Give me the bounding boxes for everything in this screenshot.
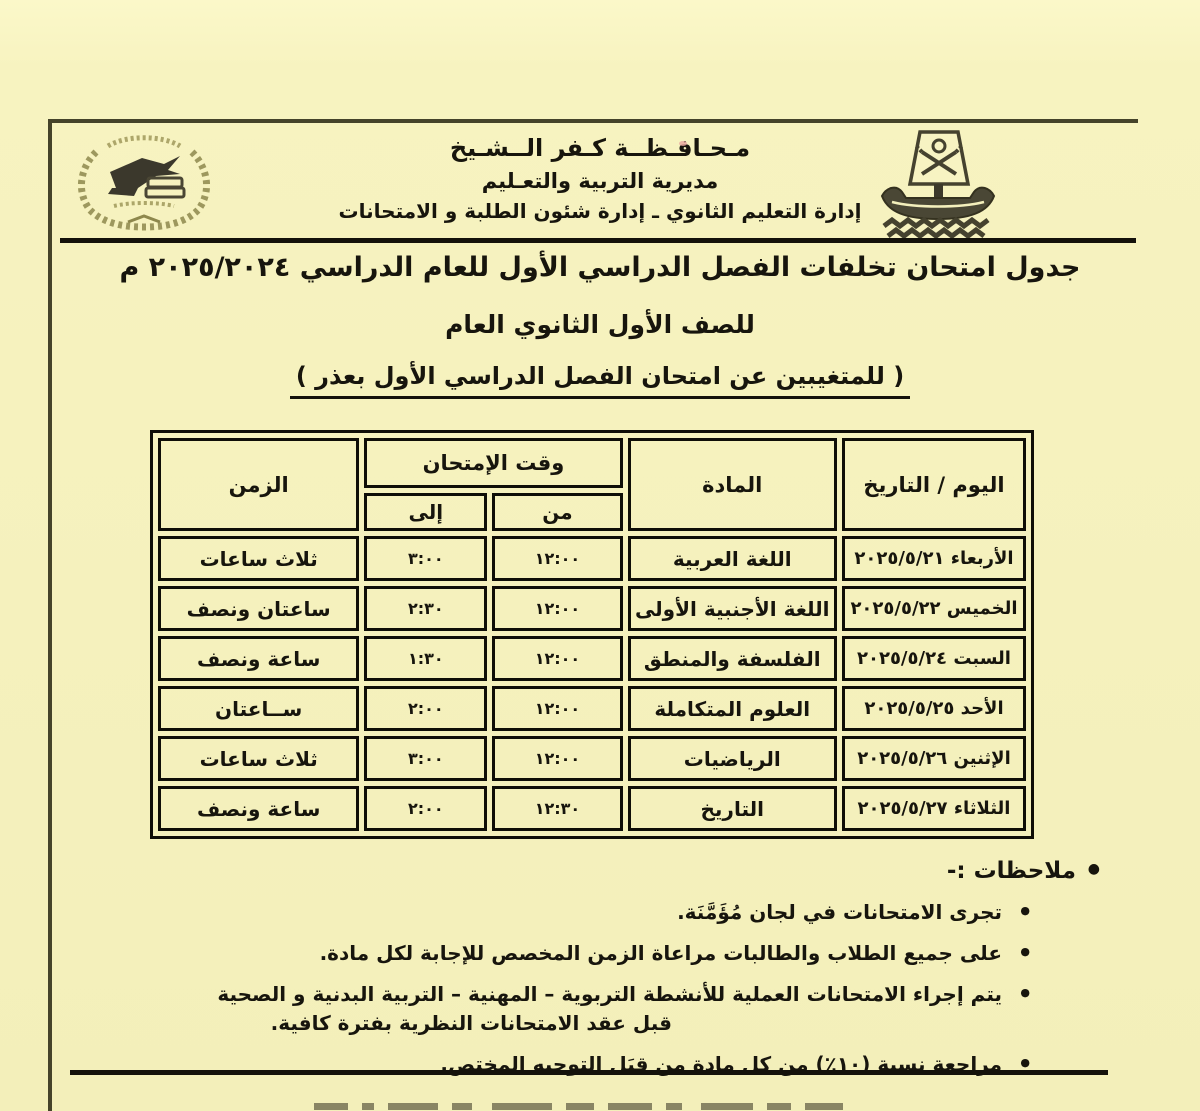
cell-to: ٣:٠٠ [364,536,488,581]
cell-duration: ســاعتان [158,686,360,731]
header-to: إلى [364,493,488,531]
scan-artifact-speck [679,141,687,146]
cell-subject: اللغة العربية [627,536,837,581]
table-row: الإثنين ٢٠٢٥/٥/٢٦ الرياضيات ١٢:٠٠ ٣:٠٠ ث… [158,736,1026,781]
cell-from: ١٢:٠٠ [492,636,623,681]
note-item: يتم إجراء الامتحانات العملية للأنشطة الت… [150,980,1032,1038]
cut-off-text-fragment [300,1103,1020,1111]
notes-list: تجرى الامتحانات في لجان مُؤَمَّنَة. على … [150,898,1032,1079]
cell-duration: ثلاث ساعات [158,536,360,581]
cell-to: ٢:٠٠ [364,686,488,731]
cell-from: ١٢:٠٠ [492,736,623,781]
cell-day-date: الإثنين ٢٠٢٥/٥/٢٦ [841,736,1026,781]
cell-day-date: الأربعاء ٢٠٢٥/٥/٢١ [841,536,1026,581]
administration-name: إدارة التعليم الثانوي ـ إدارة شئون الطلب… [338,199,862,223]
bottom-rule-line [70,1070,1108,1075]
frame-left-line [48,119,52,1111]
table-row: الأربعاء ٢٠٢٥/٥/٢١ اللغة العربية ١٢:٠٠ ٣… [158,536,1026,581]
note-item: تجرى الامتحانات في لجان مُؤَمَّنَة. [150,898,1032,927]
header-org-block: مـحـافـظــة كـفر الــشـيخ مديرية التربية… [250,134,950,223]
header-day-date: اليوم / التاريخ [841,438,1026,531]
cell-day-date: السبت ٢٠٢٥/٥/٢٤ [841,636,1026,681]
note-text-continuation: قبل عقد الامتحانات النظرية بفترة كافية. [270,1011,672,1035]
note-text: يتم إجراء الامتحانات العملية للأنشطة الت… [217,982,1002,1006]
cell-to: ٢:٣٠ [364,586,488,631]
table-row: السبت ٢٠٢٥/٥/٢٤ الفلسفة والمنطق ١٢:٠٠ ١:… [158,636,1026,681]
absentees-subtitle-text: ( للمتغيبين عن امتحان الفصل الدراسي الأو… [289,362,911,399]
cell-duration: ساعتان ونصف [158,586,360,631]
header-exam-time: وقت الإمتحان [364,438,623,488]
cell-subject: العلوم المتكاملة [627,686,837,731]
table-row: الخميس ٢٠٢٥/٥/٢٢ اللغة الأجنبية الأولى ١… [158,586,1026,631]
notes-heading: ملاحظات :- [150,858,1100,884]
exam-schedule-table: اليوم / التاريخ المادة وقت الإمتحان الزم… [150,430,1034,839]
cell-to: ٣:٠٠ [364,736,488,781]
header-from: من [492,493,623,531]
cell-subject: الرياضيات [627,736,837,781]
cell-day-date: الأحد ٢٠٢٥/٥/٢٥ [841,686,1026,731]
cell-subject: اللغة الأجنبية الأولى [627,586,837,631]
grade-subtitle: للصف الأول الثانوي العام [445,310,755,339]
kafr-elsheikh-boat-emblem-icon [876,126,1000,238]
note-text: على جميع الطلاب والطالبات مراعاة الزمن ا… [319,941,1002,965]
cell-subject: الفلسفة والمنطق [627,636,837,681]
notes-section: ملاحظات :- تجرى الامتحانات في لجان مُؤَم… [150,858,1100,1091]
cell-duration: ساعة ونصف [158,636,360,681]
header-subject: المادة [627,438,837,531]
document-title: جدول امتحان تخلفات الفصل الدراسي الأول ل… [119,252,1081,283]
table-row: الثلاثاء ٢٠٢٥/٥/٢٧ التاريخ ١٢:٣٠ ٢:٠٠ سا… [158,786,1026,831]
directorate-name: مديرية التربية والتعـليم [481,169,719,193]
cell-from: ١٢:٠٠ [492,686,623,731]
cell-duration: ساعة ونصف [158,786,360,831]
frame-top-line [48,119,1138,123]
cell-subject: التاريخ [627,786,837,831]
cell-to: ١:٣٠ [364,636,488,681]
note-item: على جميع الطلاب والطالبات مراعاة الزمن ا… [150,939,1032,968]
absentees-subtitle: ( للمتغيبين عن امتحان الفصل الدراسي الأو… [0,362,1200,399]
cell-from: ١٢:٠٠ [492,586,623,631]
table-row: الأحد ٢٠٢٥/٥/٢٥ العلوم المتكاملة ١٢:٠٠ ٢… [158,686,1026,731]
cell-duration: ثلاث ساعات [158,736,360,781]
cell-from: ١٢:٠٠ [492,536,623,581]
cell-day-date: الخميس ٢٠٢٥/٥/٢٢ [841,586,1026,631]
header-duration: الزمن [158,438,360,531]
header-separator-line [60,238,1136,243]
note-text: تجرى الامتحانات في لجان مُؤَمَّنَة. [677,900,1002,924]
cell-to: ٢:٠٠ [364,786,488,831]
education-directorate-emblem-icon [68,130,220,232]
cell-from: ١٢:٣٠ [492,786,623,831]
cell-day-date: الثلاثاء ٢٠٢٥/٥/٢٧ [841,786,1026,831]
governorate-name: مـحـافـظــة كـفر الــشـيخ [449,134,751,162]
